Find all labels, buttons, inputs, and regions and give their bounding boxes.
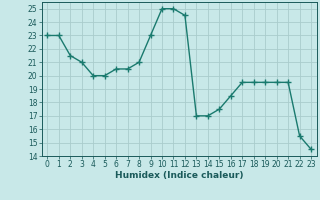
X-axis label: Humidex (Indice chaleur): Humidex (Indice chaleur): [115, 171, 244, 180]
